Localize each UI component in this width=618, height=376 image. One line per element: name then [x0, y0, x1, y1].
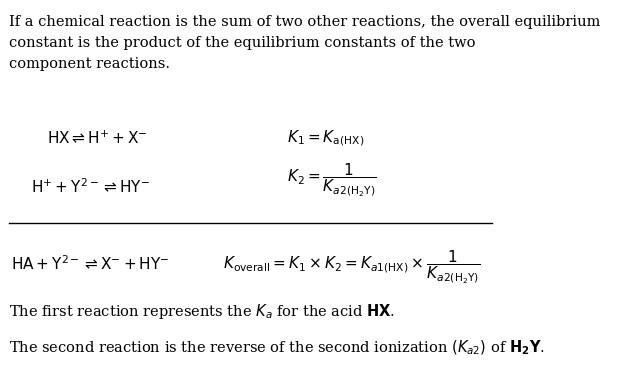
- Text: The first reaction represents the $K_a$ for the acid $\mathbf{HX}$.: The first reaction represents the $K_a$ …: [9, 302, 396, 321]
- Text: If a chemical reaction is the sum of two other reactions, the overall equilibriu: If a chemical reaction is the sum of two…: [9, 15, 601, 71]
- Text: $\mathrm{HX} \rightleftharpoons \mathrm{H^{+} + X^{-}}$: $\mathrm{HX} \rightleftharpoons \mathrm{…: [48, 130, 148, 147]
- Text: $K_{\mathrm{overall}} = K_1 \times K_2 = K_{a\mathrm{1(HX)}} \times \dfrac{1}{K_: $K_{\mathrm{overall}} = K_1 \times K_2 =…: [223, 249, 481, 286]
- Text: $K_2 = \dfrac{1}{K_{a2(\mathrm{H_2Y})}}$: $K_2 = \dfrac{1}{K_{a2(\mathrm{H_2Y})}}$: [287, 162, 377, 199]
- Text: $K_1 = K_{\mathrm{a(HX)}}$: $K_1 = K_{\mathrm{a(HX)}}$: [287, 129, 365, 148]
- Text: The second reaction is the reverse of the second ionization $(K_{a2})$ of $\math: The second reaction is the reverse of th…: [9, 339, 545, 357]
- Text: $\mathrm{HA + Y^{2-}} \rightleftharpoons \mathrm{X^{-} + HY^{-}}$: $\mathrm{HA + Y^{2-}} \rightleftharpoons…: [11, 254, 170, 273]
- Text: $\mathrm{H^{+} + Y^{2-}} \rightleftharpoons \mathrm{HY^{-}}$: $\mathrm{H^{+} + Y^{2-}} \rightleftharpo…: [31, 177, 150, 196]
